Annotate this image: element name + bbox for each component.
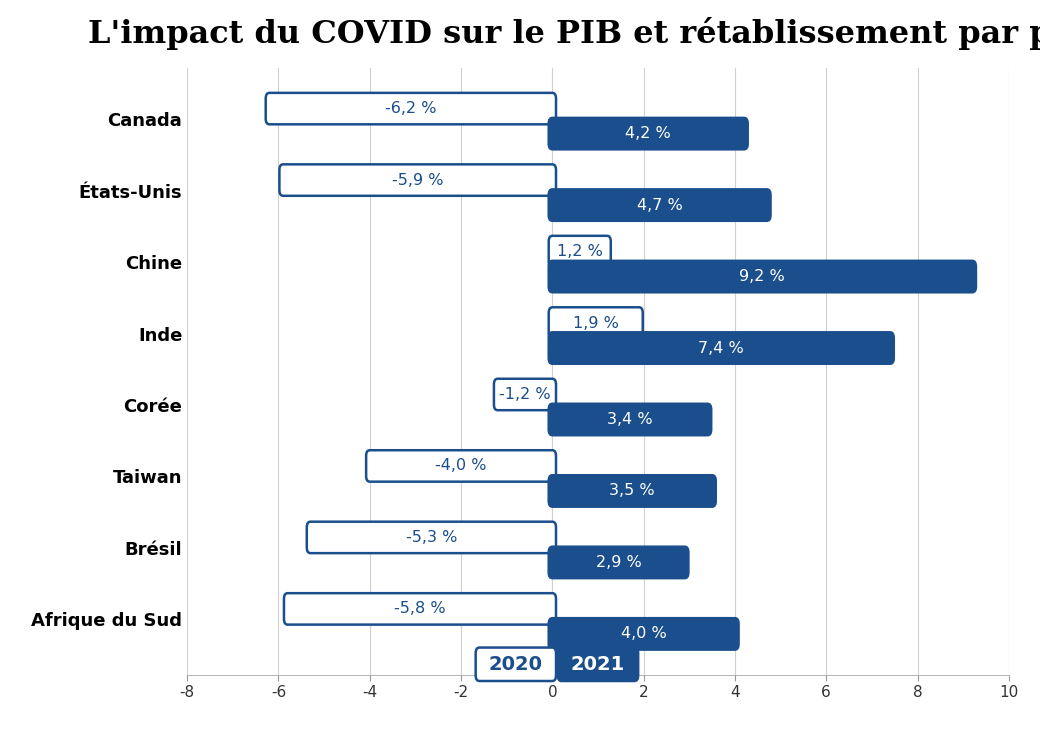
- Text: 2,9 %: 2,9 %: [596, 555, 642, 570]
- FancyBboxPatch shape: [549, 118, 748, 149]
- FancyBboxPatch shape: [549, 189, 771, 220]
- FancyBboxPatch shape: [549, 332, 893, 364]
- Text: -5,3 %: -5,3 %: [406, 530, 458, 545]
- Text: 1,9 %: 1,9 %: [573, 316, 619, 331]
- FancyBboxPatch shape: [494, 379, 556, 410]
- Text: 1,2 %: 1,2 %: [556, 244, 602, 259]
- Text: 2020: 2020: [489, 655, 543, 674]
- Text: -1,2 %: -1,2 %: [499, 387, 551, 402]
- FancyBboxPatch shape: [549, 618, 738, 650]
- Text: 9,2 %: 9,2 %: [739, 269, 785, 284]
- Text: 4,0 %: 4,0 %: [621, 626, 667, 641]
- FancyBboxPatch shape: [475, 647, 556, 681]
- Text: -4,0 %: -4,0 %: [436, 458, 487, 473]
- FancyBboxPatch shape: [549, 261, 976, 292]
- FancyBboxPatch shape: [280, 164, 556, 196]
- Text: 3,5 %: 3,5 %: [609, 484, 655, 499]
- FancyBboxPatch shape: [549, 404, 711, 435]
- FancyBboxPatch shape: [549, 236, 610, 267]
- FancyBboxPatch shape: [307, 522, 556, 554]
- FancyBboxPatch shape: [557, 647, 639, 681]
- FancyBboxPatch shape: [549, 308, 643, 339]
- Text: -6,2 %: -6,2 %: [385, 101, 437, 116]
- FancyBboxPatch shape: [366, 450, 556, 482]
- FancyBboxPatch shape: [549, 476, 716, 507]
- FancyBboxPatch shape: [549, 547, 688, 578]
- FancyBboxPatch shape: [284, 593, 556, 625]
- Title: L'impact du COVID sur le PIB et rétablissement par pays: L'impact du COVID sur le PIB et rétablis…: [87, 16, 1040, 50]
- Text: -5,9 %: -5,9 %: [392, 172, 443, 188]
- Text: 7,4 %: 7,4 %: [699, 340, 744, 356]
- FancyBboxPatch shape: [265, 93, 556, 124]
- Text: 3,4 %: 3,4 %: [607, 412, 653, 427]
- Text: 2021: 2021: [571, 655, 625, 674]
- Text: 4,2 %: 4,2 %: [625, 126, 671, 141]
- Text: 4,7 %: 4,7 %: [636, 197, 682, 212]
- Text: -5,8 %: -5,8 %: [394, 602, 446, 616]
